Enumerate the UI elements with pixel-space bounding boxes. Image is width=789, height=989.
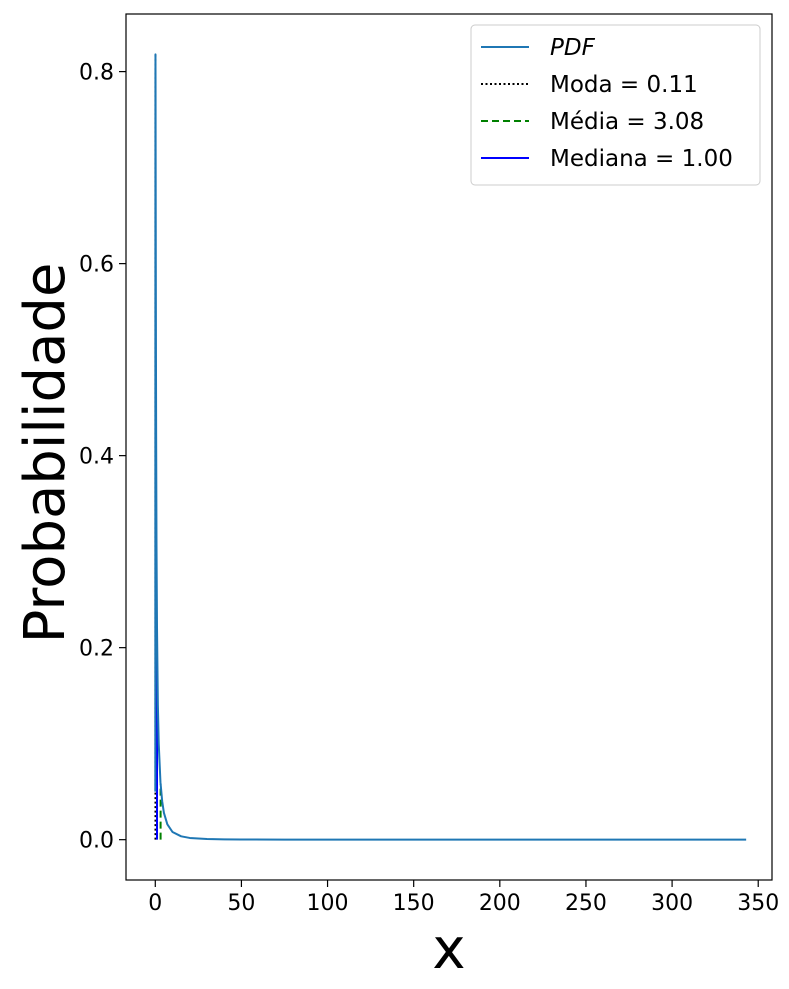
y-axis-label: Probabilidade: [13, 263, 78, 644]
x-tick-label: 100: [307, 891, 349, 916]
x-tick-label: 0: [148, 891, 162, 916]
y-tick-label: 0.6: [79, 253, 114, 278]
y-tick-label: 0.2: [79, 637, 114, 662]
y-tick-label: 0.0: [79, 829, 114, 854]
series-line-pdf: [154, 53, 747, 841]
x-tick-label: 250: [565, 891, 607, 916]
y-tick-label: 0.4: [79, 445, 114, 470]
x-tick-label: 300: [651, 891, 693, 916]
legend-label: Moda = 0.11: [550, 72, 698, 98]
x-tick-label: 350: [737, 891, 779, 916]
series-lines: [154, 53, 747, 841]
legend-label: Média = 3.08: [550, 109, 704, 135]
x-axis-label: x: [432, 917, 465, 982]
legend-box: [470, 24, 761, 186]
legend-label: PDF: [550, 35, 596, 61]
y-tick-label: 0.8: [79, 61, 114, 86]
x-axis: 0 50 100 150 200 250 300 350: [148, 880, 779, 916]
legend: PDF Moda = 0.11 Média = 3.08 Mediana = 1.00: [470, 24, 761, 186]
legend-label: Mediana = 1.00: [550, 146, 733, 172]
y-axis: 0.0 0.2 0.4 0.6 0.8: [79, 61, 126, 854]
x-tick-label: 150: [393, 891, 435, 916]
x-tick-label: 200: [479, 891, 521, 916]
plot-frame: [125, 13, 773, 881]
x-tick-label: 50: [227, 891, 255, 916]
